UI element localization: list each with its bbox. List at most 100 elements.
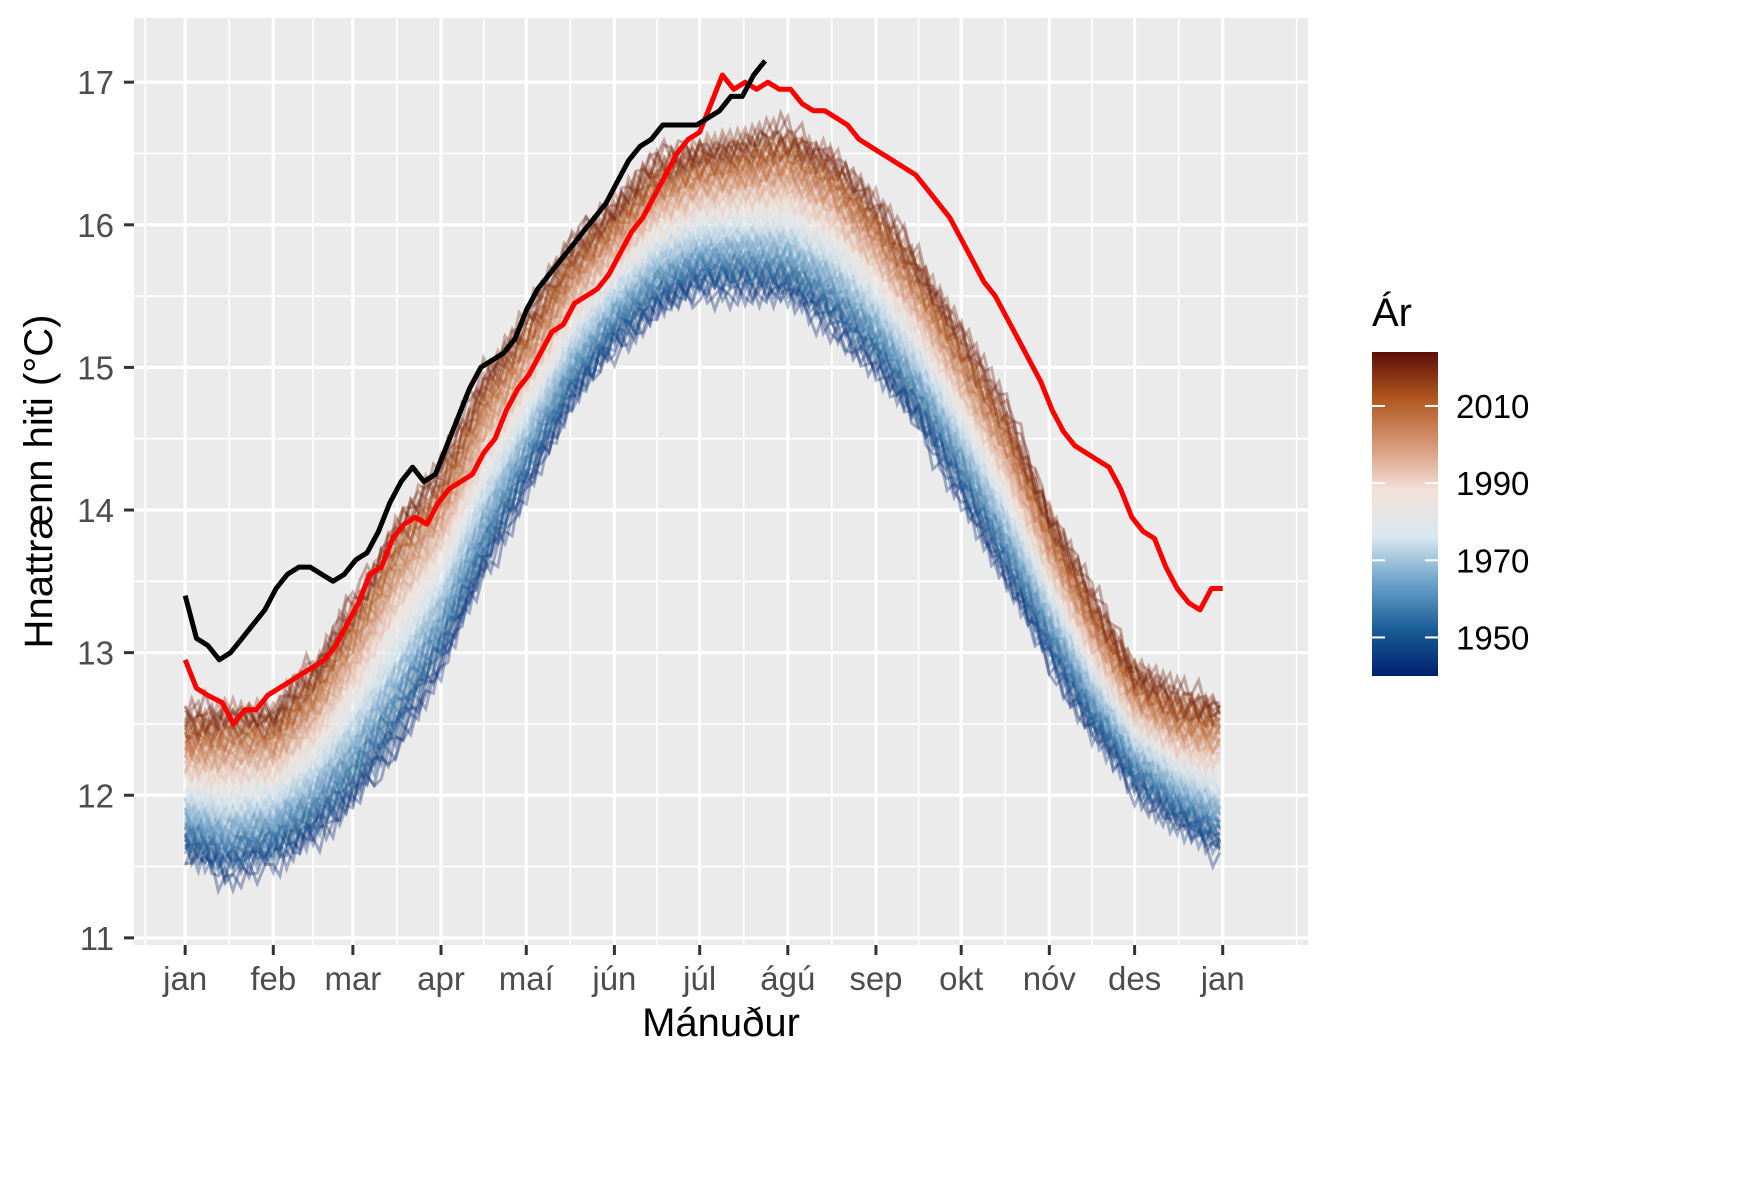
year-line xyxy=(183,252,1221,867)
x-tick-label: okt xyxy=(939,960,983,997)
year-line xyxy=(183,219,1221,844)
year-line xyxy=(184,173,1222,790)
year-line xyxy=(184,204,1222,819)
year-line xyxy=(183,126,1221,754)
year-line xyxy=(183,235,1222,860)
year-line xyxy=(183,178,1222,793)
year-line xyxy=(184,236,1221,855)
year-line xyxy=(183,164,1221,777)
x-tick-label: maí xyxy=(499,960,554,997)
year-line xyxy=(184,184,1222,802)
year-line xyxy=(183,254,1222,873)
year-line xyxy=(183,255,1222,872)
year-line xyxy=(183,140,1222,761)
year-line xyxy=(183,134,1222,752)
x-tick-label: jan xyxy=(1200,960,1245,997)
year-line xyxy=(184,203,1221,824)
year-line xyxy=(183,216,1222,839)
year-line xyxy=(183,236,1222,851)
year-line xyxy=(183,190,1221,813)
year-line xyxy=(183,241,1222,854)
year-line xyxy=(183,255,1221,875)
legend: Ár 1950 1970 1990 2010 xyxy=(1372,290,1529,676)
year-line xyxy=(183,111,1222,738)
legend-title: Ár xyxy=(1372,290,1412,335)
year-line xyxy=(183,173,1221,794)
year-line xyxy=(184,199,1222,808)
year-line xyxy=(183,108,1220,731)
year-line xyxy=(184,155,1222,772)
year-line xyxy=(183,265,1221,886)
year-line xyxy=(183,132,1221,756)
colorbar-label: 2010 xyxy=(1456,388,1529,425)
year-line xyxy=(183,143,1221,759)
year-line xyxy=(183,160,1222,788)
year-line xyxy=(183,230,1222,853)
year-line xyxy=(184,130,1221,755)
year-line xyxy=(183,162,1222,776)
year-line xyxy=(183,205,1222,821)
year-line xyxy=(183,255,1222,875)
x-tick-label: sep xyxy=(849,960,902,997)
x-tick-label: júl xyxy=(682,960,716,997)
plot-panel xyxy=(134,18,1308,945)
year-line xyxy=(183,203,1221,821)
minor-gridlines xyxy=(134,18,1308,945)
x-tick-label: jún xyxy=(591,960,636,997)
year-line xyxy=(183,167,1221,792)
year-line xyxy=(183,224,1222,836)
y-tick-label: 15 xyxy=(77,349,114,386)
x-tick-label: mar xyxy=(324,960,381,997)
year-line xyxy=(183,246,1222,865)
y-tick-label: 16 xyxy=(77,207,114,244)
y-axis: 11 12 13 14 15 16 17 xyxy=(77,64,134,957)
year-line xyxy=(183,212,1221,835)
year-line xyxy=(184,233,1221,854)
year-line xyxy=(184,225,1221,843)
x-tick-label: jan xyxy=(162,960,207,997)
year-line xyxy=(185,271,1222,887)
x-axis-title: Mánuður xyxy=(642,1001,800,1045)
year-line xyxy=(183,147,1222,764)
year-line xyxy=(183,195,1221,804)
year-line xyxy=(183,119,1221,745)
x-tick-label: nóv xyxy=(1023,960,1077,997)
x-tick-label: feb xyxy=(250,960,296,997)
year-line xyxy=(183,182,1222,806)
year-line xyxy=(183,182,1221,805)
year-line xyxy=(183,235,1222,862)
x-tick-label: des xyxy=(1108,960,1161,997)
year-line xyxy=(183,223,1222,838)
year-line xyxy=(183,136,1221,764)
colorbar-label: 1950 xyxy=(1456,619,1529,656)
year-line xyxy=(183,236,1221,857)
year-line xyxy=(183,145,1221,764)
y-tick-label: 13 xyxy=(77,635,114,672)
year-line xyxy=(183,155,1221,770)
year-line xyxy=(183,268,1222,895)
year-line xyxy=(184,185,1221,794)
year-line xyxy=(183,223,1222,842)
year-line xyxy=(183,134,1222,752)
year-line xyxy=(183,115,1221,739)
year-line xyxy=(183,163,1222,784)
year-line xyxy=(183,204,1222,825)
year-line xyxy=(183,155,1222,770)
colorbar-label: 1990 xyxy=(1456,465,1529,502)
x-axis: jan feb mar apr maí jún júl ágú sep okt nóv des jan xyxy=(162,945,1245,997)
year-line xyxy=(184,208,1222,828)
year-line xyxy=(183,180,1221,804)
year-line xyxy=(183,163,1221,787)
y-tick-label: 11 xyxy=(80,920,114,957)
year-line xyxy=(183,174,1222,786)
year-line xyxy=(184,221,1222,846)
year-line xyxy=(184,153,1222,775)
year-line xyxy=(183,270,1222,896)
year-line xyxy=(183,210,1222,829)
y-tick-label: 14 xyxy=(77,492,114,529)
colorbar-label: 1970 xyxy=(1456,542,1529,579)
year-line xyxy=(183,216,1221,824)
year-line xyxy=(183,238,1221,859)
legend-colorbar-ticks: 1950 1970 1990 2010 xyxy=(1372,388,1529,656)
